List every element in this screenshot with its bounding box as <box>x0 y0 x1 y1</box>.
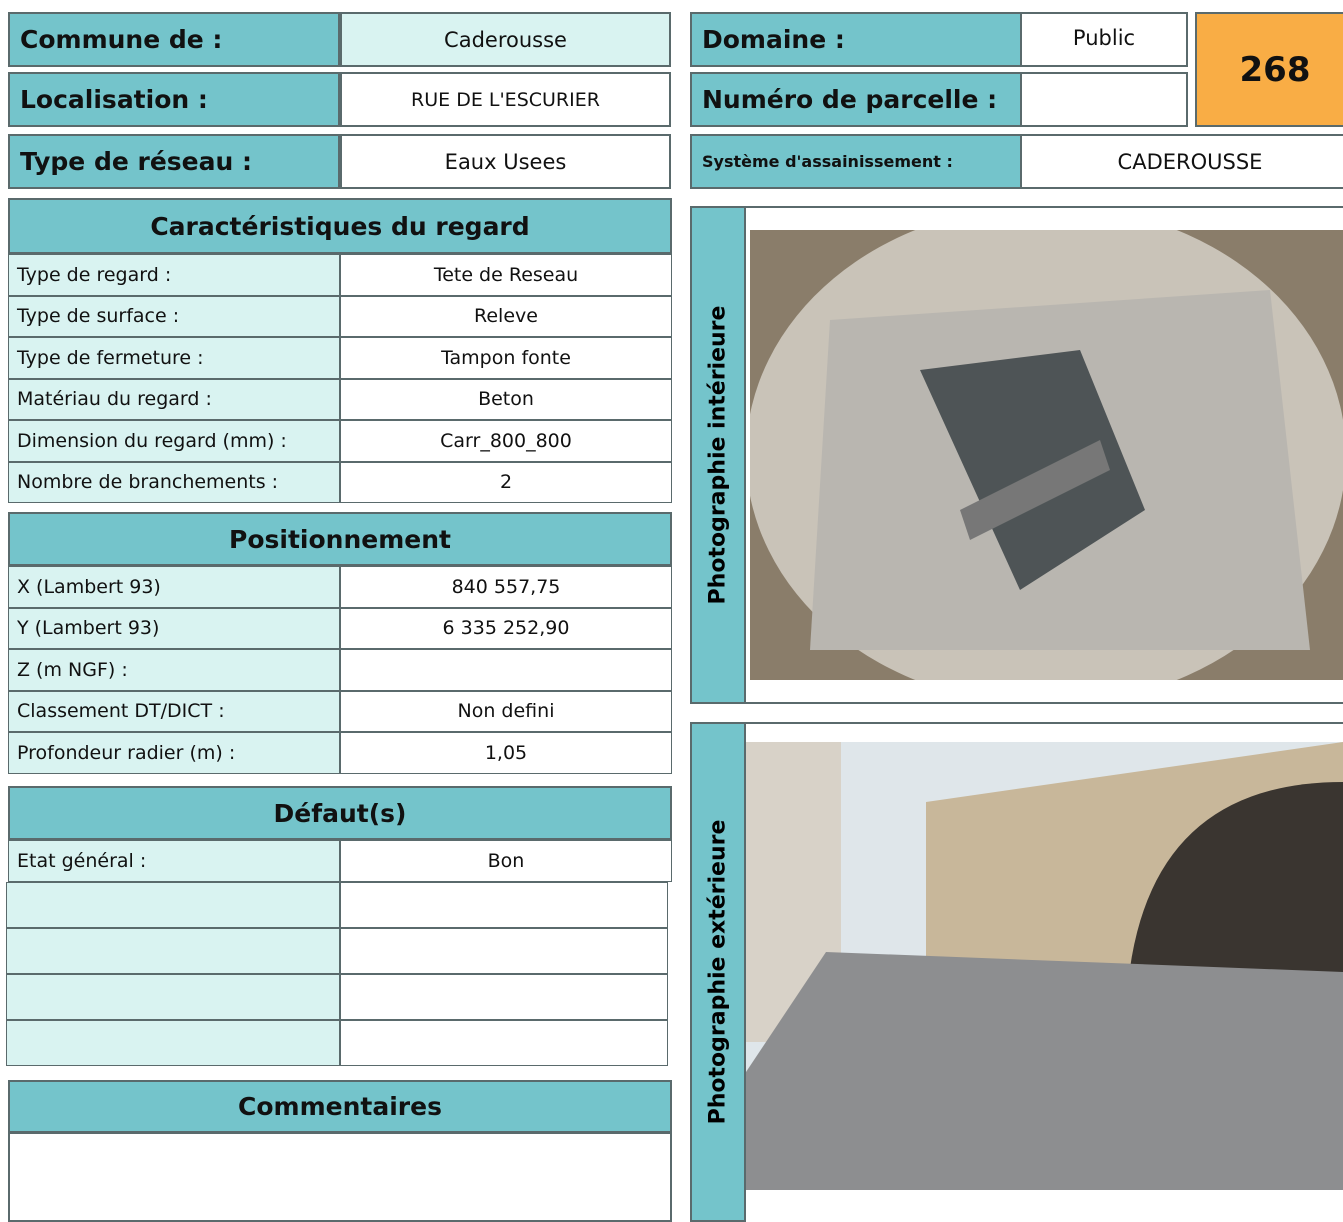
row-value: Non defini <box>340 690 672 732</box>
field-label: Système d'assainissement : <box>690 134 1022 189</box>
row-label: Dimension du regard (mm) : <box>8 420 340 462</box>
row-value: Tete de Reseau <box>340 254 672 296</box>
row-label: Profondeur radier (m) : <box>8 732 340 774</box>
row-label: Y (Lambert 93) <box>8 607 340 649</box>
field-value <box>1020 72 1188 127</box>
row-value <box>340 649 672 691</box>
row-label: Classement DT/DICT : <box>8 690 340 732</box>
row-label: Type de surface : <box>8 295 340 337</box>
empty-value <box>340 928 668 974</box>
empty-value <box>340 1020 668 1066</box>
interior-photo <box>750 230 1343 680</box>
row-value: Releve <box>340 295 672 337</box>
photo-label: Photographie intérieure <box>705 305 731 605</box>
row-value: Carr_800_800 <box>340 420 672 462</box>
field-label: Type de réseau : <box>8 134 340 189</box>
field-value: Public <box>1020 12 1188 67</box>
row-label: X (Lambert 93) <box>8 566 340 608</box>
field-value: Caderousse <box>340 12 671 67</box>
row-label: Matériau du regard : <box>8 378 340 420</box>
empty-value <box>340 882 668 928</box>
photo-label-strip: Photographie extérieure <box>690 722 746 1222</box>
field-value: RUE DE L'ESCURIER <box>340 72 671 127</box>
section-title: Commentaires <box>8 1080 672 1133</box>
row-label: Nombre de branchements : <box>8 461 340 503</box>
row-value: Tampon fonte <box>340 337 672 379</box>
section-title: Défaut(s) <box>8 786 672 840</box>
photo-frame <box>744 206 1343 704</box>
field-value: Eaux Usees <box>340 134 671 189</box>
photo-label-strip: Photographie intérieure <box>690 206 746 704</box>
empty-label <box>6 1020 340 1066</box>
exterior-photo <box>746 742 1343 1190</box>
empty-label <box>6 882 340 928</box>
row-value: Bon <box>340 840 672 882</box>
section-title: Positionnement <box>8 512 672 566</box>
parcel-number: 268 <box>1195 12 1343 127</box>
photo-frame <box>744 722 1343 1222</box>
field-value: CADEROUSSE <box>1020 134 1343 189</box>
section-title: Caractéristiques du regard <box>8 198 672 254</box>
row-label: Etat général : <box>8 840 340 882</box>
field-label: Localisation : <box>8 72 340 127</box>
row-value: Beton <box>340 378 672 420</box>
comment-box <box>8 1132 672 1222</box>
row-label: Type de fermeture : <box>8 337 340 379</box>
row-value: 1,05 <box>340 732 672 774</box>
field-label: Domaine : <box>690 12 1022 67</box>
row-value: 2 <box>340 461 672 503</box>
row-label: Type de regard : <box>8 254 340 296</box>
row-label: Z (m NGF) : <box>8 649 340 691</box>
field-label: Numéro de parcelle : <box>690 72 1022 127</box>
empty-label <box>6 974 340 1020</box>
row-value: 840 557,75 <box>340 566 672 608</box>
row-value: 6 335 252,90 <box>340 607 672 649</box>
field-label: Commune de : <box>8 12 340 67</box>
photo-label: Photographie extérieure <box>705 819 731 1125</box>
empty-value <box>340 974 668 1020</box>
empty-label <box>6 928 340 974</box>
